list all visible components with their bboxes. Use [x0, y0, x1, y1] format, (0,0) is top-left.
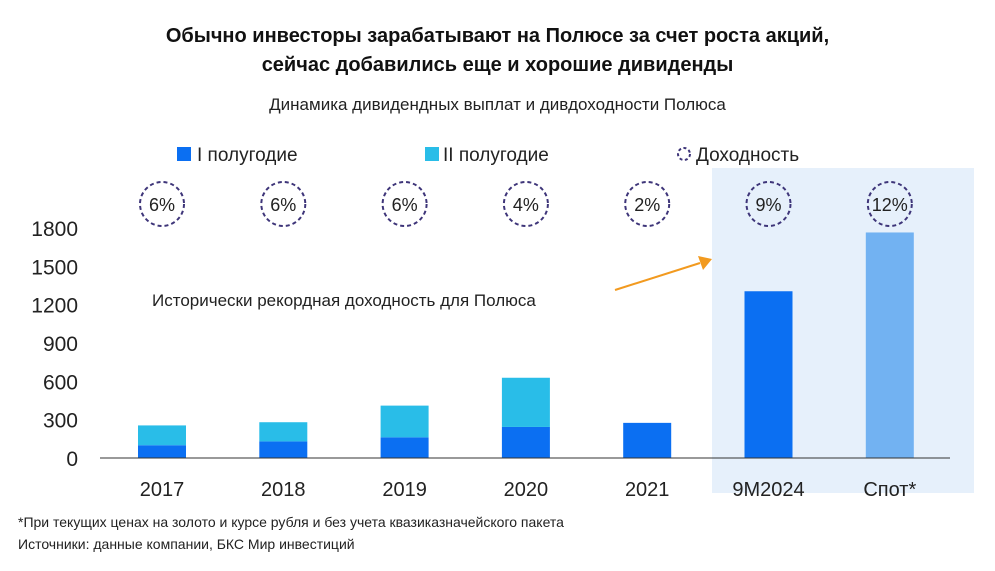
- bar-h2-3: [501, 377, 550, 427]
- yield-circle-5: [745, 181, 792, 227]
- footnote-sources: Источники: данные компании, БКС Мир инве…: [18, 536, 355, 552]
- title-line-1: Обычно инвесторы зарабатывают на Полюсе …: [165, 25, 830, 47]
- x-axis: 2017 2018 2019 2020 2021 9M2024 Спот*: [140, 479, 917, 501]
- bar-spot-6: [865, 232, 914, 458]
- legend-label-h2: II полугодие: [443, 145, 549, 166]
- y-tick-label: 900: [43, 333, 78, 356]
- yield-label-1: 6%: [270, 195, 296, 215]
- legend: I полугодие II полугодие Доходность: [177, 145, 799, 166]
- title-line-2: сейчас добавились еще и хорошие дивиденд…: [261, 54, 734, 76]
- bar-h2-1: [259, 422, 308, 442]
- bar-h2-2: [380, 405, 429, 438]
- chart-subtitle: Динамика дивидендных выплат и дивдоходно…: [269, 95, 726, 114]
- yield-circles: 6% 6% 6% 4% 2% 9% 12%: [139, 181, 913, 227]
- yield-circle-2: [381, 181, 428, 227]
- footnote-disclaimer: *При текущих ценах на золото и курсе руб…: [18, 514, 564, 530]
- yield-circle-1: [260, 181, 307, 227]
- legend-swatch-h1: [177, 147, 191, 161]
- legend-label-h1: I полугодие: [197, 145, 298, 166]
- bar-h1-0: [138, 445, 186, 458]
- yield-circle-4: [624, 181, 671, 227]
- y-tick-label: 600: [43, 371, 78, 394]
- annotation-arrowhead: [698, 256, 712, 270]
- bar-h2-0: [138, 425, 186, 446]
- record-yield-annotation: Исторически рекордная доходность для Пол…: [152, 291, 536, 310]
- legend-swatch-h2: [425, 147, 439, 161]
- y-tick-label: 1200: [31, 295, 78, 318]
- legend-swatch-yield: [677, 147, 691, 161]
- yield-label-2: 6%: [392, 195, 418, 215]
- y-axis: 0 300 600 900 1200 1500 1800: [31, 218, 78, 471]
- bar-h1-3: [501, 426, 550, 458]
- bar-h1-2: [380, 437, 429, 458]
- yield-label-4: 2%: [634, 195, 660, 215]
- x-tick-label: 2020: [504, 479, 549, 501]
- bar-h1-5: [744, 291, 793, 458]
- y-tick-label: 300: [43, 410, 78, 433]
- chart-title: Обычно инвесторы зарабатывают на Полюсе …: [0, 22, 995, 80]
- yield-circle-3: [502, 181, 549, 227]
- yield-label-6: 12%: [872, 195, 908, 215]
- y-tick-label: 1500: [31, 256, 78, 279]
- yield-label-5: 9%: [755, 195, 781, 215]
- x-tick-label: Спот*: [863, 479, 916, 501]
- yield-circle-6: [866, 181, 913, 227]
- x-tick-label: 2019: [382, 479, 427, 501]
- x-tick-label: 2021: [625, 479, 670, 501]
- x-tick-label: 2018: [261, 479, 306, 501]
- bars: [138, 232, 914, 458]
- bar-h1-1: [259, 441, 308, 458]
- x-tick-label: 9M2024: [732, 479, 804, 501]
- x-tick-label: 2017: [140, 479, 185, 501]
- bar-h1-4: [623, 422, 672, 458]
- yield-label-0: 6%: [149, 195, 175, 215]
- yield-circle-0: [139, 181, 185, 227]
- y-tick-label: 1800: [31, 218, 78, 241]
- legend-label-yield: Доходность: [696, 145, 799, 166]
- yield-label-3: 4%: [513, 195, 539, 215]
- y-tick-label: 0: [66, 448, 78, 471]
- annotation-arrow: [614, 262, 701, 291]
